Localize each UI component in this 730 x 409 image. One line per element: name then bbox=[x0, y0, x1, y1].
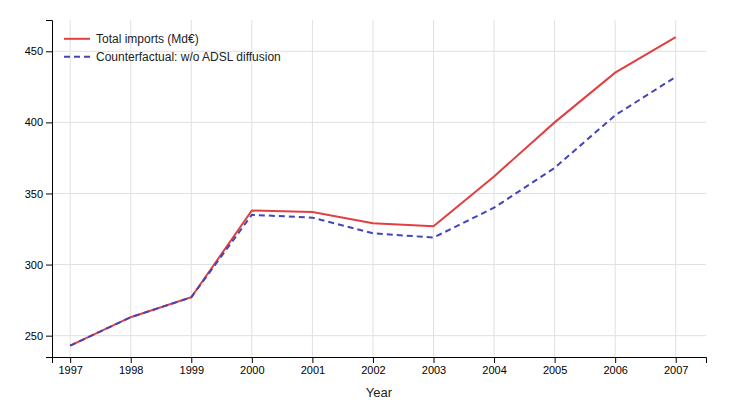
x-axis-title: Year bbox=[366, 385, 393, 400]
tick-label: 250 bbox=[25, 330, 43, 342]
tick: 2005 bbox=[543, 357, 567, 376]
tick: 2006 bbox=[603, 357, 627, 376]
tick: 350 bbox=[25, 187, 52, 199]
legend-entry: Counterfactual: w/o ADSL diffusion bbox=[64, 50, 281, 64]
tick-mark bbox=[615, 357, 616, 363]
tick-mark bbox=[373, 357, 374, 363]
tick-mark bbox=[252, 357, 253, 363]
grid-line bbox=[52, 335, 706, 336]
legend-label: Counterfactual: w/o ADSL diffusion bbox=[96, 50, 281, 64]
tick: 2000 bbox=[240, 357, 264, 376]
tick-mark bbox=[676, 357, 677, 363]
tick: 300 bbox=[25, 259, 52, 271]
legend-swatch bbox=[64, 56, 90, 58]
tick-mark bbox=[555, 357, 556, 363]
tick-label: 1998 bbox=[119, 364, 143, 376]
grid-line bbox=[130, 20, 131, 357]
tick-label: 2001 bbox=[301, 364, 325, 376]
tick-mark bbox=[46, 265, 52, 266]
tick: 1998 bbox=[119, 357, 143, 376]
grid-line bbox=[433, 20, 434, 357]
tick-label: 2000 bbox=[240, 364, 264, 376]
grid-line bbox=[70, 20, 71, 357]
tick: 2007 bbox=[664, 357, 688, 376]
tick: 450 bbox=[25, 45, 52, 57]
tick-label: 2006 bbox=[603, 364, 627, 376]
grid-line bbox=[52, 264, 706, 265]
tick-label: 1997 bbox=[58, 364, 82, 376]
grid-line bbox=[675, 20, 676, 357]
tick-label: 450 bbox=[25, 45, 43, 57]
axis-line bbox=[53, 358, 707, 364]
plot-area bbox=[70, 37, 676, 346]
tick-mark bbox=[494, 357, 495, 363]
axis-line bbox=[46, 21, 53, 358]
tick-mark bbox=[131, 357, 132, 363]
tick-label: 2003 bbox=[422, 364, 446, 376]
legend-label: Total imports (Md€) bbox=[96, 32, 199, 46]
tick: 250 bbox=[25, 330, 52, 342]
tick-mark bbox=[191, 357, 192, 363]
tick-label: 2005 bbox=[543, 364, 567, 376]
tick-mark bbox=[46, 336, 52, 337]
grid-line bbox=[251, 20, 252, 357]
legend-swatch bbox=[64, 38, 90, 40]
grid-line bbox=[52, 193, 706, 194]
tick-label: 1999 bbox=[180, 364, 204, 376]
grid-line bbox=[191, 20, 192, 357]
tick-mark bbox=[434, 357, 435, 363]
x-axis: 1997 1998 1999 2000 2001 2002 2003 2004 2005 2006… bbox=[53, 357, 707, 376]
tick: 2004 bbox=[482, 357, 506, 376]
tick: 2001 bbox=[301, 357, 325, 376]
tick: 2002 bbox=[361, 357, 385, 376]
series-line bbox=[70, 77, 676, 346]
grid-line bbox=[554, 20, 555, 357]
chart: 1997 1998 1999 2000 2001 2002 2003 2004 2005 2006… bbox=[0, 0, 730, 409]
tick-label: 300 bbox=[25, 259, 43, 271]
series-line bbox=[70, 37, 676, 346]
legend: Total imports (Md€) Counterfactual: w/o A… bbox=[64, 32, 281, 64]
grid-line bbox=[372, 20, 373, 357]
grid-line bbox=[615, 20, 616, 357]
grid bbox=[52, 20, 706, 357]
tick: 1999 bbox=[180, 357, 204, 376]
tick-label: 2002 bbox=[361, 364, 385, 376]
tick-label: 2004 bbox=[482, 364, 506, 376]
tick-mark bbox=[70, 357, 71, 363]
tick-label: 2007 bbox=[664, 364, 688, 376]
tick-label: 350 bbox=[25, 187, 43, 199]
tick-label: 400 bbox=[25, 116, 43, 128]
tick: 1997 bbox=[58, 357, 82, 376]
grid-line bbox=[52, 122, 706, 123]
tick-mark bbox=[46, 193, 52, 194]
tick-mark bbox=[46, 51, 52, 52]
legend-entry: Total imports (Md€) bbox=[64, 32, 199, 46]
y-axis: 250 300 350 400 450 bbox=[25, 21, 53, 358]
tick: 2003 bbox=[422, 357, 446, 376]
grid-line bbox=[494, 20, 495, 357]
tick-mark bbox=[312, 357, 313, 363]
grid-line bbox=[312, 20, 313, 357]
tick-mark bbox=[46, 122, 52, 123]
tick: 400 bbox=[25, 116, 52, 128]
